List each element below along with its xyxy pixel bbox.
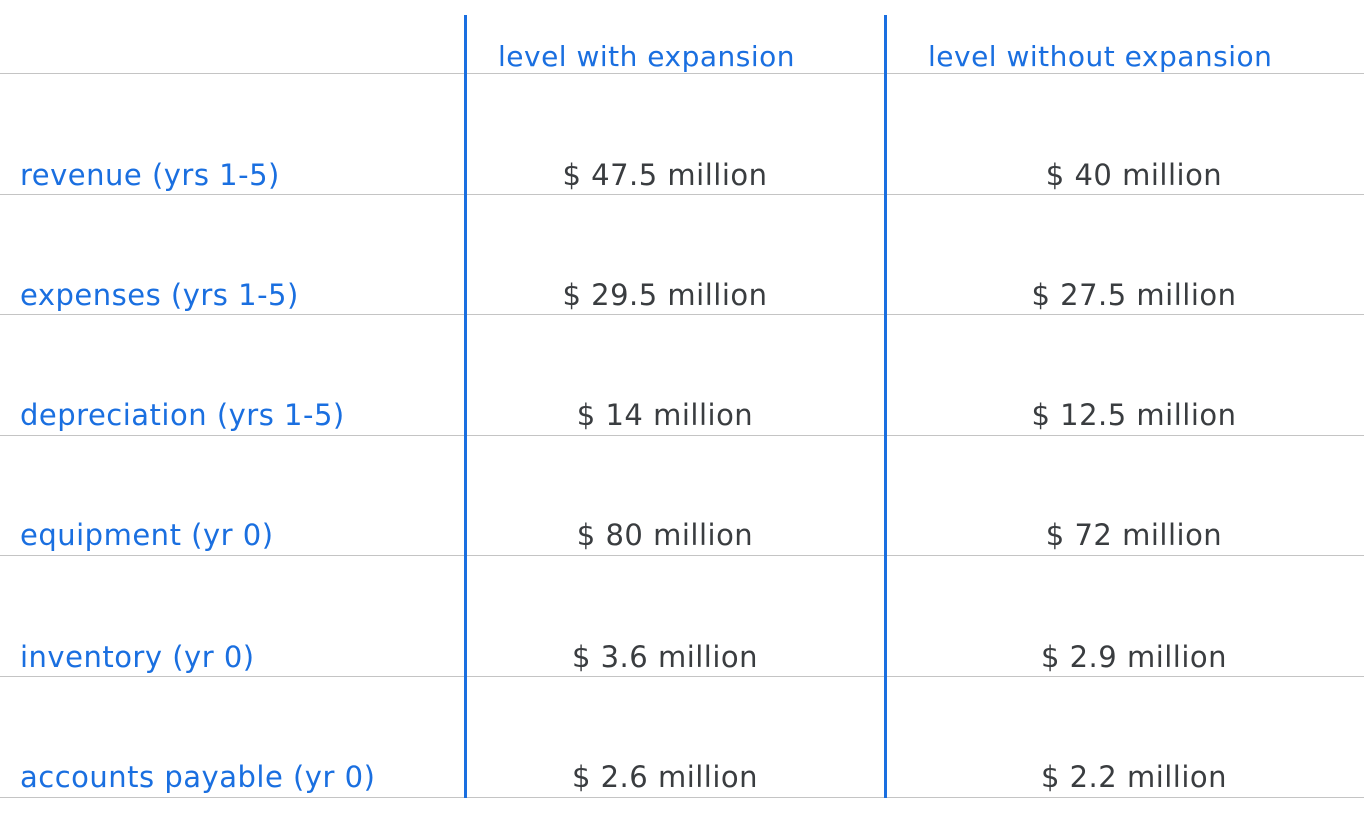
cell-expenses-without: $ 27.5 million (1031, 278, 1237, 312)
cell-accounts-payable-with: $ 2.6 million (571, 760, 759, 794)
header-with-expansion: level with expansion (498, 40, 796, 73)
cell-inventory-without: $ 2.9 million (1040, 640, 1228, 674)
cell-revenue-without: $ 40 million (1045, 158, 1223, 192)
rule-row-5 (0, 676, 1364, 677)
cell-accounts-payable-without: $ 2.2 million (1040, 760, 1228, 794)
rule-row-1 (0, 194, 1364, 195)
row-label-inventory: inventory (yr 0) (20, 640, 255, 674)
header-without-expansion: level without expansion (928, 40, 1273, 73)
cell-revenue-with: $ 47.5 million (562, 158, 768, 192)
cell-expenses-with: $ 29.5 million (562, 278, 768, 312)
rule-row-2 (0, 314, 1364, 315)
rule-row-3 (0, 435, 1364, 436)
row-label-equipment: equipment (yr 0) (20, 518, 274, 552)
cell-inventory-with: $ 3.6 million (571, 640, 759, 674)
column-divider-2 (884, 15, 887, 798)
cell-depreciation-without: $ 12.5 million (1031, 398, 1237, 432)
row-label-expenses: expenses (yrs 1-5) (20, 278, 299, 312)
rule-header (0, 73, 1364, 74)
cell-depreciation-with: $ 14 million (576, 398, 754, 432)
cell-equipment-with: $ 80 million (576, 518, 754, 552)
row-label-revenue: revenue (yrs 1-5) (20, 158, 280, 192)
rule-row-6 (0, 797, 1364, 798)
column-divider-1 (464, 15, 467, 798)
cell-equipment-without: $ 72 million (1045, 518, 1223, 552)
rule-row-4 (0, 555, 1364, 556)
row-label-accounts-payable: accounts payable (yr 0) (20, 760, 376, 794)
row-label-depreciation: depreciation (yrs 1-5) (20, 398, 345, 432)
